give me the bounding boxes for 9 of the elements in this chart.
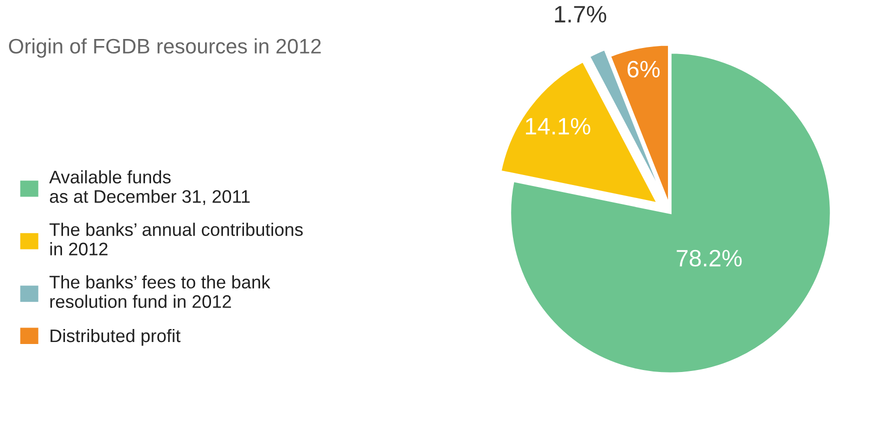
data-label: 1.7% [555,6,606,22]
legend-label: Available funds as at December 31, 2011 [49,170,250,206]
data-label: 14.1% [526,118,590,134]
legend-label: Distributed profit [50,328,180,346]
text: Origin of FGDB resources in 2012 [8,38,321,58]
data-label: 78.2% [676,250,742,267]
data-label: 6% [628,60,660,78]
legend-label: The banks’ fees to the bank resolution fund in 2012 [50,275,270,308]
legend-label: The banks’ annual contributions in 2012 [50,222,303,256]
